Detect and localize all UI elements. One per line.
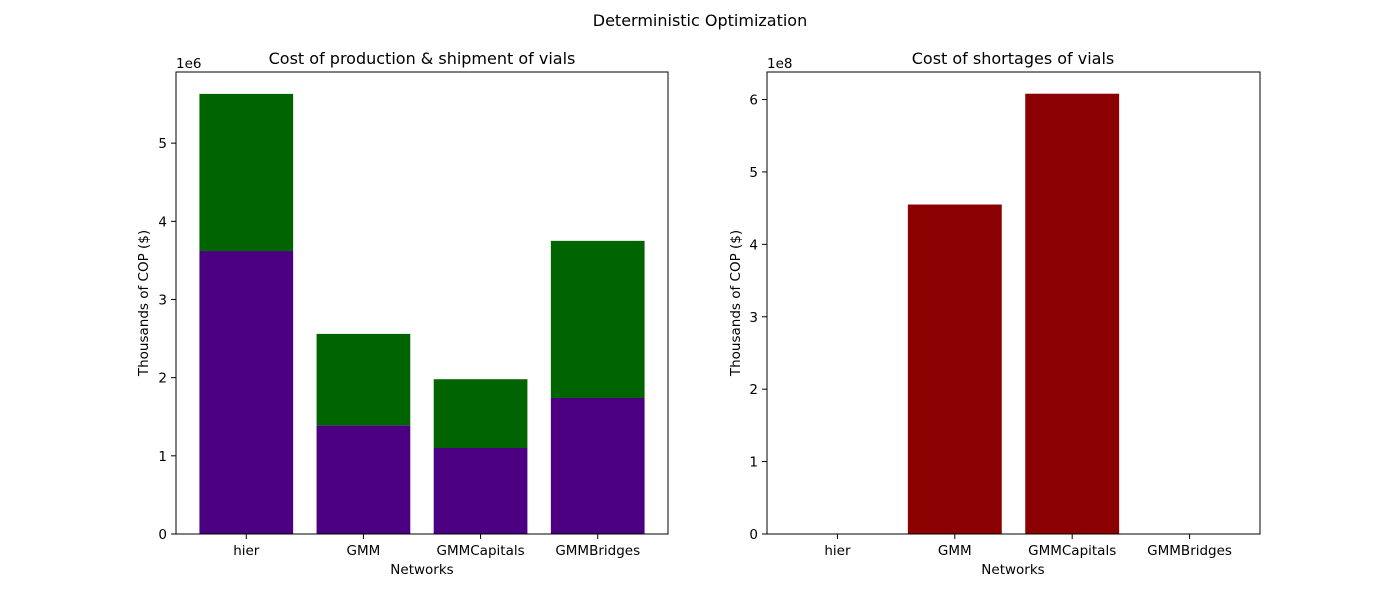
bar-gmmbridges-series-0 bbox=[550, 397, 645, 534]
y-axis-label: Thousands of COP ($) bbox=[728, 230, 744, 377]
axes-frame bbox=[766, 71, 1261, 535]
x-tick-label: GMM bbox=[347, 543, 381, 559]
y-tick-label: 2 bbox=[749, 382, 758, 398]
y-offset-text: 1e8 bbox=[767, 56, 792, 72]
bar-gmm-series-1 bbox=[316, 333, 411, 426]
x-tick-label: hier bbox=[824, 543, 851, 559]
x-tick-label: GMMBridges bbox=[1147, 543, 1232, 559]
bar-gmmcapitals-series-1 bbox=[433, 379, 528, 449]
y-tick-label: 1 bbox=[749, 455, 758, 471]
x-axis-label: Networks bbox=[390, 562, 453, 578]
plot-area: 0 1 2 3 4 5 6 hier GMM GMMCapitals GMMBridges bbox=[749, 71, 1261, 559]
y-tick-label: 4 bbox=[158, 214, 167, 230]
chart-title: Cost of shortages of vials bbox=[912, 49, 1115, 68]
bar-gmmcapitals-series-0 bbox=[433, 448, 528, 534]
y-tick-label: 0 bbox=[158, 527, 167, 543]
bar-gmm-series-0 bbox=[907, 204, 1002, 534]
y-tick-label: 3 bbox=[158, 292, 167, 308]
y-tick-label: 0 bbox=[749, 527, 758, 543]
x-tick-label: GMMCapitals bbox=[1028, 543, 1116, 559]
axes-frame bbox=[175, 71, 669, 535]
bar-hier-series-1 bbox=[199, 93, 294, 252]
bar-gmmbridges-series-1 bbox=[550, 240, 645, 398]
plot-area: 0 1 2 3 4 5 hier GMM GMMCapitals GMMBridges bbox=[158, 71, 669, 559]
x-tick-label: hier bbox=[233, 543, 260, 559]
y-tick-label: 5 bbox=[749, 165, 758, 181]
y-tick-label: 1 bbox=[158, 449, 167, 465]
bar-gmm-series-0 bbox=[316, 425, 411, 534]
chart-production-shipment: Cost of production & shipment of vials 1… bbox=[136, 49, 669, 578]
y-tick-label: 4 bbox=[749, 237, 758, 253]
bar-hier-series-0 bbox=[199, 251, 294, 534]
y-tick-label: 6 bbox=[749, 93, 758, 109]
chart-shortages: Cost of shortages of vials 1e8 Networks … bbox=[728, 49, 1261, 578]
y-offset-text: 1e6 bbox=[176, 56, 201, 72]
x-tick-label: GMM bbox=[938, 543, 972, 559]
x-tick-label: GMMBridges bbox=[555, 543, 640, 559]
bar-gmmcapitals-series-0 bbox=[1025, 93, 1120, 534]
x-tick-label: GMMCapitals bbox=[437, 543, 525, 559]
figure-suptitle: Deterministic Optimization bbox=[593, 11, 807, 30]
x-axis-label: Networks bbox=[981, 562, 1044, 578]
chart-title: Cost of production & shipment of vials bbox=[269, 49, 576, 68]
y-tick-label: 5 bbox=[158, 136, 167, 152]
y-tick-label: 2 bbox=[158, 371, 167, 387]
y-axis-label: Thousands of COP ($) bbox=[136, 230, 152, 377]
y-tick-label: 3 bbox=[749, 310, 758, 326]
